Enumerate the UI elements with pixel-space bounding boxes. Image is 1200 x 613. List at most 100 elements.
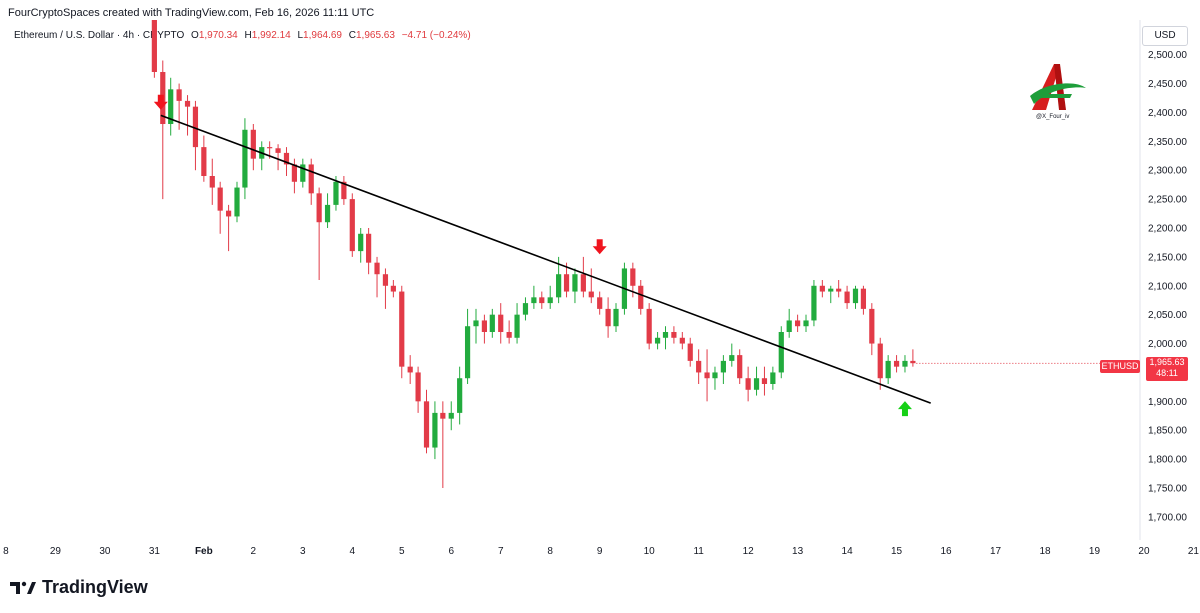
candle-body xyxy=(201,147,207,176)
candle xyxy=(605,297,611,338)
candle-body xyxy=(168,89,174,124)
candle-body xyxy=(646,308,652,344)
y-tick-label: 2,200.00 xyxy=(1148,224,1187,235)
candle xyxy=(753,366,760,396)
candle-body xyxy=(811,285,817,321)
candle-body xyxy=(300,164,306,182)
y-tick-label: 2,000.00 xyxy=(1148,339,1187,350)
candle xyxy=(786,308,792,338)
candle xyxy=(184,95,191,136)
candle-body xyxy=(902,360,908,367)
candle xyxy=(852,285,859,309)
chart-caption: FourCryptoSpaces created with TradingVie… xyxy=(8,7,375,19)
candle-body xyxy=(464,326,471,379)
candle xyxy=(481,314,488,344)
x-tick-label: 21 xyxy=(1188,546,1200,557)
candle xyxy=(522,297,529,321)
candle xyxy=(217,181,223,234)
candle xyxy=(457,366,463,425)
candle xyxy=(324,193,331,228)
candle xyxy=(506,320,512,344)
candle xyxy=(563,262,570,298)
candle xyxy=(250,124,256,171)
author-handle: @X_Four_iv xyxy=(1036,114,1070,120)
candle-body xyxy=(753,378,760,390)
candle-body xyxy=(225,210,232,217)
arrow-up-icon xyxy=(897,401,912,417)
candle-body xyxy=(910,360,916,364)
candle-body xyxy=(671,332,677,338)
candle xyxy=(745,366,751,402)
symbol-name: Ethereum / U.S. Dollar · 4h · CRYPTO xyxy=(14,30,185,41)
trendline xyxy=(160,114,931,404)
candle-body xyxy=(712,372,718,379)
x-tick-label: 31 xyxy=(149,546,161,557)
x-tick-label: 18 xyxy=(1039,546,1051,557)
candle xyxy=(662,326,669,350)
annotations xyxy=(153,94,1140,417)
candle-body xyxy=(374,262,380,275)
candle xyxy=(885,355,891,384)
candle xyxy=(275,144,281,171)
candle-body xyxy=(630,268,636,286)
y-tick-label: 1,800.00 xyxy=(1148,455,1187,466)
candle-body xyxy=(440,412,446,419)
candle-body xyxy=(498,314,504,332)
current-price: 1,965.63 xyxy=(1149,357,1185,367)
y-tick-label: 2,450.00 xyxy=(1148,79,1187,90)
tradingview-logo[interactable]: TradingView xyxy=(10,577,148,598)
candle-body xyxy=(316,193,322,223)
currency-button[interactable]: USD xyxy=(1142,26,1188,46)
author-logo-icon xyxy=(1030,64,1086,110)
price-axis[interactable]: 2,500.00 2,450.00 2,400.00 2,350.00 2,300.00… xyxy=(1148,50,1187,523)
candle xyxy=(679,332,685,350)
candle-body xyxy=(828,288,834,292)
candle xyxy=(308,158,314,205)
candle xyxy=(687,337,693,367)
candle-body xyxy=(234,187,240,217)
candle xyxy=(225,204,232,252)
candle-body xyxy=(795,320,801,327)
x-tick-label: 2 xyxy=(251,546,257,557)
candle-body xyxy=(473,320,479,327)
candle-body xyxy=(770,372,776,384)
candle-body xyxy=(522,303,529,315)
candle-body xyxy=(597,297,603,309)
candle xyxy=(432,401,438,460)
candle-body xyxy=(390,285,396,292)
candle xyxy=(539,291,545,309)
x-tick-label: 8 xyxy=(547,546,553,557)
candle xyxy=(209,158,215,205)
candle-body xyxy=(275,148,281,153)
candle-body xyxy=(209,176,215,188)
candle-body xyxy=(729,355,735,361)
candle-body xyxy=(745,378,751,390)
candle-body xyxy=(407,366,413,373)
candle xyxy=(828,285,834,304)
x-tick-label: 5 xyxy=(399,546,405,557)
candle-body xyxy=(151,20,157,72)
x-tick-label: 29 xyxy=(50,546,62,557)
candle xyxy=(819,280,825,298)
candle xyxy=(737,349,743,384)
candle xyxy=(572,268,578,304)
high-label: H xyxy=(244,30,252,41)
y-tick-label: 2,350.00 xyxy=(1148,137,1187,148)
candle-body xyxy=(572,274,578,292)
time-axis[interactable]: 8 29 30 31 Feb 2 3 4 5 6 7 8 9 10 11 12 13 14 15 16 17 18 19 20… xyxy=(3,546,1200,557)
close-value: 1,965.63 xyxy=(356,30,395,41)
candle-body xyxy=(399,291,405,367)
candle-body xyxy=(366,233,372,263)
open-label: O xyxy=(191,30,199,41)
candle-body xyxy=(588,291,594,298)
y-tick-label: 1,900.00 xyxy=(1148,397,1187,408)
candle xyxy=(613,303,619,332)
ticker-label: ETHUSD xyxy=(1100,360,1140,373)
candle xyxy=(358,228,364,263)
x-tick-label: 4 xyxy=(350,546,356,557)
candle xyxy=(720,355,726,384)
candle xyxy=(448,401,454,431)
candle xyxy=(646,303,652,350)
candle xyxy=(671,326,677,344)
